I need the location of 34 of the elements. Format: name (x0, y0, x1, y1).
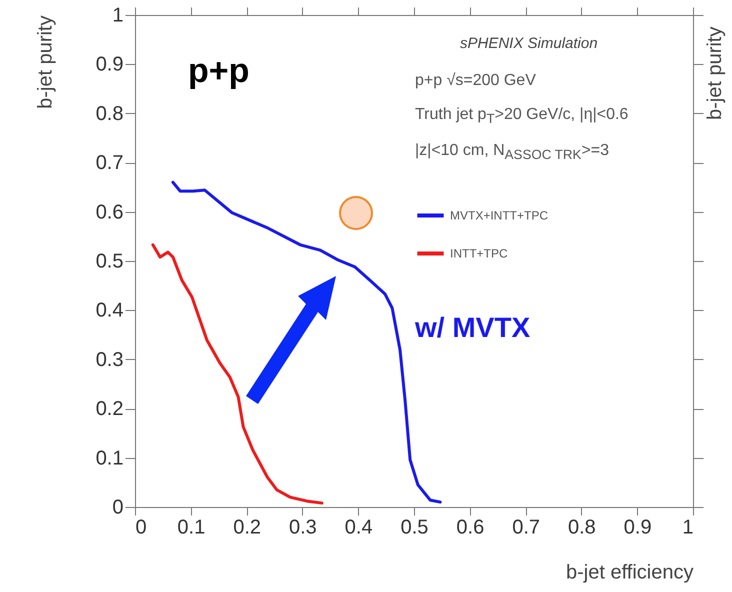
x-axis-title: b-jet efficiency (566, 562, 694, 584)
annotation: |z|<10 cm, N$_{ASSOC TRK}$>=3 (415, 142, 610, 162)
y-tick-label: 0.5 (96, 250, 124, 272)
x-tick-label: 1 (682, 516, 694, 538)
y-tick-label: 0 (112, 496, 124, 518)
x-tick-label: 0.8 (568, 516, 596, 538)
x-tick-label: 0.6 (456, 516, 484, 538)
legend-label: MVTX+INTT+TPC (450, 208, 548, 222)
annotation: sPHENIX Simulation (460, 35, 598, 52)
y-tick-label: 0.3 (96, 348, 124, 371)
y-axis-title: b-jet purity (34, 16, 57, 109)
x-tick-label: 0.9 (624, 516, 652, 538)
x-tick-label: 0.1 (177, 516, 206, 538)
x-tick-label: 0 (136, 516, 147, 538)
legend-label: INTT+TPC (450, 246, 508, 260)
y2-axis-title: b-jet purity (704, 26, 727, 120)
y-tick-label: 0.8 (96, 102, 124, 125)
y-tick-label: 0.2 (96, 398, 124, 420)
y-tick-label: 0.9 (96, 54, 124, 76)
annotation: w/ MVTX (415, 312, 530, 344)
annotation: p+p √s=200 GeV (415, 72, 536, 90)
y-tick-label: 0.7 (96, 152, 124, 174)
y-tick-label: 0.4 (96, 300, 124, 322)
y-tick-label: 0.1 (96, 447, 124, 470)
line-series (151, 243, 324, 505)
x-tick-label: 0.4 (344, 516, 373, 538)
y-tick-label: 1 (112, 4, 124, 26)
y-tick-label: 0.6 (96, 201, 124, 224)
annotation: p+p (188, 52, 250, 91)
x-tick-label: 0.2 (233, 516, 262, 538)
x-tick-label: 0.7 (512, 516, 540, 538)
annotation: Truth jet p$_{T}$>20 GeV/c, |η|<0.6 (415, 106, 628, 126)
x-tick-label: 0.3 (288, 516, 317, 538)
x-tick-label: 0.5 (400, 516, 428, 538)
